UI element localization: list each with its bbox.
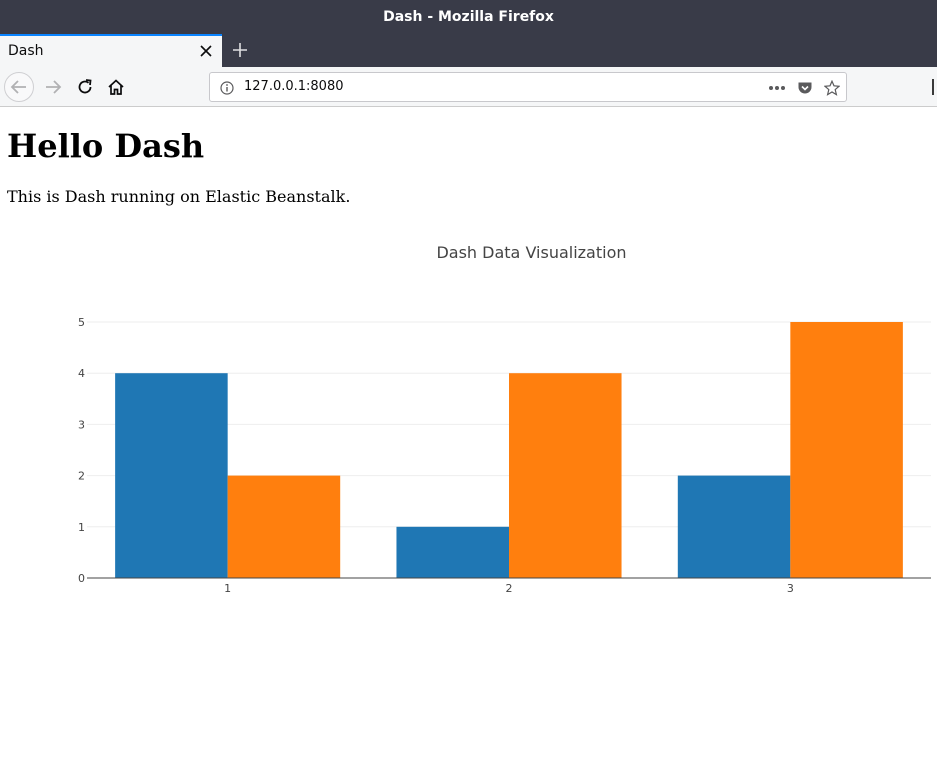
x-tick-label: 2 [506, 582, 513, 595]
chart-title: Dash Data Visualization [436, 243, 627, 262]
star-icon[interactable] [822, 78, 842, 98]
close-icon[interactable] [196, 41, 216, 61]
bar-chart[interactable]: 0 1 2 3 4 5 1 2 3 [0, 107, 937, 607]
bar[interactable] [790, 322, 903, 578]
home-icon [107, 78, 125, 96]
tab-dash[interactable]: Dash [0, 34, 222, 67]
y-tick-label: 4 [78, 367, 85, 380]
home-button[interactable] [101, 72, 131, 102]
url-bar[interactable]: 127.0.0.1:8080 [209, 72, 847, 102]
forward-button[interactable] [38, 72, 68, 102]
window-title: Dash - Mozilla Firefox [383, 9, 554, 25]
y-tick-label: 5 [78, 316, 85, 329]
bar[interactable] [227, 475, 341, 578]
tab-strip: Dash [0, 34, 937, 67]
y-tick-label: 1 [78, 521, 85, 534]
intro-paragraph: This is Dash running on Elastic Beanstal… [7, 187, 351, 206]
y-tick-label: 0 [78, 572, 85, 585]
y-tick-label: 3 [78, 418, 85, 431]
more-icon[interactable] [767, 78, 787, 98]
bar[interactable] [115, 373, 228, 578]
toolbar-divider [932, 79, 934, 95]
window-titlebar: Dash - Mozilla Firefox [0, 0, 937, 34]
bar[interactable] [396, 526, 509, 578]
bar[interactable] [677, 475, 791, 578]
pocket-icon[interactable] [795, 78, 815, 98]
reload-icon [76, 78, 94, 96]
page-heading: Hello Dash [7, 127, 205, 165]
arrow-left-icon [10, 78, 28, 96]
url-text[interactable]: 127.0.0.1:8080 [244, 79, 344, 94]
x-tick-label: 3 [787, 582, 794, 595]
bar[interactable] [509, 373, 622, 578]
y-tick-label: 2 [78, 470, 85, 483]
reload-button[interactable] [70, 72, 100, 102]
tab-label: Dash [8, 43, 44, 59]
plus-icon[interactable] [228, 38, 252, 62]
info-icon[interactable] [217, 78, 237, 98]
arrow-right-icon [44, 78, 62, 96]
navigation-toolbar: 127.0.0.1:8080 [0, 67, 937, 107]
x-tick-label: 1 [224, 582, 231, 595]
back-button[interactable] [4, 72, 34, 102]
